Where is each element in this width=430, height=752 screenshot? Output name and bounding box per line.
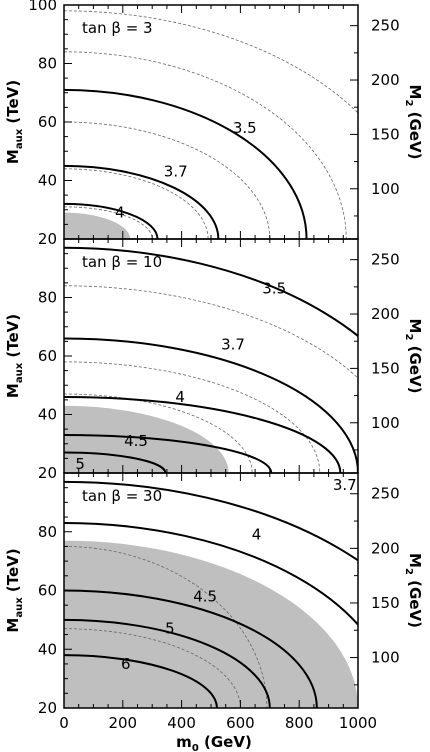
y-tick-label-right: 250 <box>371 17 400 35</box>
contour-4 <box>64 395 342 473</box>
contour-4 <box>64 202 159 239</box>
x-tick-label: 0 <box>59 714 69 732</box>
y-axis-label-left: Maux (TeV) <box>4 548 25 632</box>
y-axis-label-left: Maux (TeV) <box>4 80 25 164</box>
x-tick-label: 800 <box>285 714 314 732</box>
y-tick-label-left: 80 <box>38 55 57 73</box>
shaded-region <box>64 212 131 239</box>
dashed-contour-4 <box>64 168 209 239</box>
dashed-contour-5 <box>64 206 153 239</box>
shaded-region <box>64 540 358 708</box>
contour-3-5 <box>64 88 308 239</box>
dashed-contour-1 <box>64 10 358 114</box>
y-axis-label-left: Maux (TeV) <box>4 314 25 398</box>
dashed-contour-1 <box>64 546 268 708</box>
panel-tag: tan β = 30 <box>82 487 162 505</box>
panel-frame <box>63 4 359 240</box>
y-tick-label-left: 40 <box>38 640 57 658</box>
contour-3-5 <box>64 246 358 338</box>
panel-tag: tan β = 10 <box>82 253 162 271</box>
y-tick-label-left: 20 <box>38 464 57 482</box>
y-tick-label-right: 150 <box>371 359 400 377</box>
y-axis-label-right: M2 (GeV) <box>403 319 424 394</box>
contour-6 <box>64 654 218 708</box>
y-tick-label-left: 40 <box>38 406 57 424</box>
dashed-contour-3 <box>64 121 271 239</box>
contour-label-3-7: 3.7 <box>333 476 357 494</box>
contour-4-5 <box>64 433 273 473</box>
y-tick-label-right: 100 <box>371 414 400 432</box>
y-tick-label-right: 100 <box>371 180 400 198</box>
x-tick-label: 600 <box>226 714 255 732</box>
contour-label-4: 4 <box>175 388 185 406</box>
shaded-region <box>64 405 229 473</box>
contour-label-3-5: 3.5 <box>233 119 257 137</box>
y-tick-label-left: 80 <box>38 289 57 307</box>
y-tick-label-right: 150 <box>371 125 400 143</box>
plot-area <box>64 10 358 239</box>
contour-label-4: 4 <box>115 204 125 222</box>
y-axis-label-right: M2 (GeV) <box>403 553 424 628</box>
dashed-contour-2 <box>64 628 241 708</box>
contour-3-7 <box>64 480 358 562</box>
y-tick-label-right: 100 <box>371 649 400 667</box>
contour-3-7 <box>64 164 220 239</box>
contour-label-3-7: 3.7 <box>221 335 245 353</box>
y-axis-label-right: M2 (GeV) <box>403 85 424 160</box>
y-tick-label-right: 200 <box>371 305 400 323</box>
contour-label-5: 5 <box>75 455 85 473</box>
panel-2: 3.5 3.7 4 4.5 5 20 40 60 80 100 150 200 250 tan β = 1… <box>4 238 424 482</box>
y-tick-label-left: 60 <box>38 113 57 131</box>
contour-5 <box>64 451 167 473</box>
contour-4-5 <box>64 589 318 708</box>
y-tick-label-left: 40 <box>38 172 57 190</box>
plot-area <box>64 480 358 708</box>
y-tick-label-left: 60 <box>38 582 57 600</box>
y-tick-label-right: 150 <box>371 594 400 612</box>
contour-label-4-5: 4.5 <box>124 432 148 450</box>
panel-tag: tan β = 3 <box>82 19 153 37</box>
contour-label-5: 5 <box>165 620 175 638</box>
y-tick-label-left: 20 <box>38 699 57 717</box>
x-axis-label: m0 (GeV) <box>176 733 252 752</box>
dashed-contour-2 <box>64 361 321 473</box>
panel-1: 3.5 3.7 4 20 40 60 80 100 100 150 200 250 tan β = 3 M… <box>4 0 424 248</box>
y-tick-label-left: 80 <box>38 523 57 541</box>
contour-4 <box>64 521 358 627</box>
y-tick-label-right: 200 <box>371 539 400 557</box>
contour-label-3-7: 3.7 <box>164 163 188 181</box>
plot-area <box>64 246 358 473</box>
y-tick-label-right: 250 <box>371 485 400 503</box>
y-tick-label-right: 250 <box>371 251 400 269</box>
contour-label-3-5: 3.5 <box>262 280 286 298</box>
contour-label-6: 6 <box>121 655 131 673</box>
contour-label-4-5: 4.5 <box>193 587 217 605</box>
y-tick-label-left: 60 <box>38 347 57 365</box>
y-tick-label-left: 20 <box>38 230 57 248</box>
contour-label-4: 4 <box>252 526 262 544</box>
contour-3-7 <box>64 337 358 473</box>
contour-5 <box>64 618 271 708</box>
panel-3: 3.7 4 4.5 5 6 20 40 60 80 100 150 200 250 tan β = 30 M… <box>4 472 424 717</box>
x-tick-label: 200 <box>108 714 137 732</box>
y-tick-label-left: 100 <box>28 0 57 14</box>
x-tick-label: 1000 <box>339 714 377 732</box>
y-tick-label-right: 200 <box>371 71 400 89</box>
x-tick-label: 400 <box>167 714 196 732</box>
